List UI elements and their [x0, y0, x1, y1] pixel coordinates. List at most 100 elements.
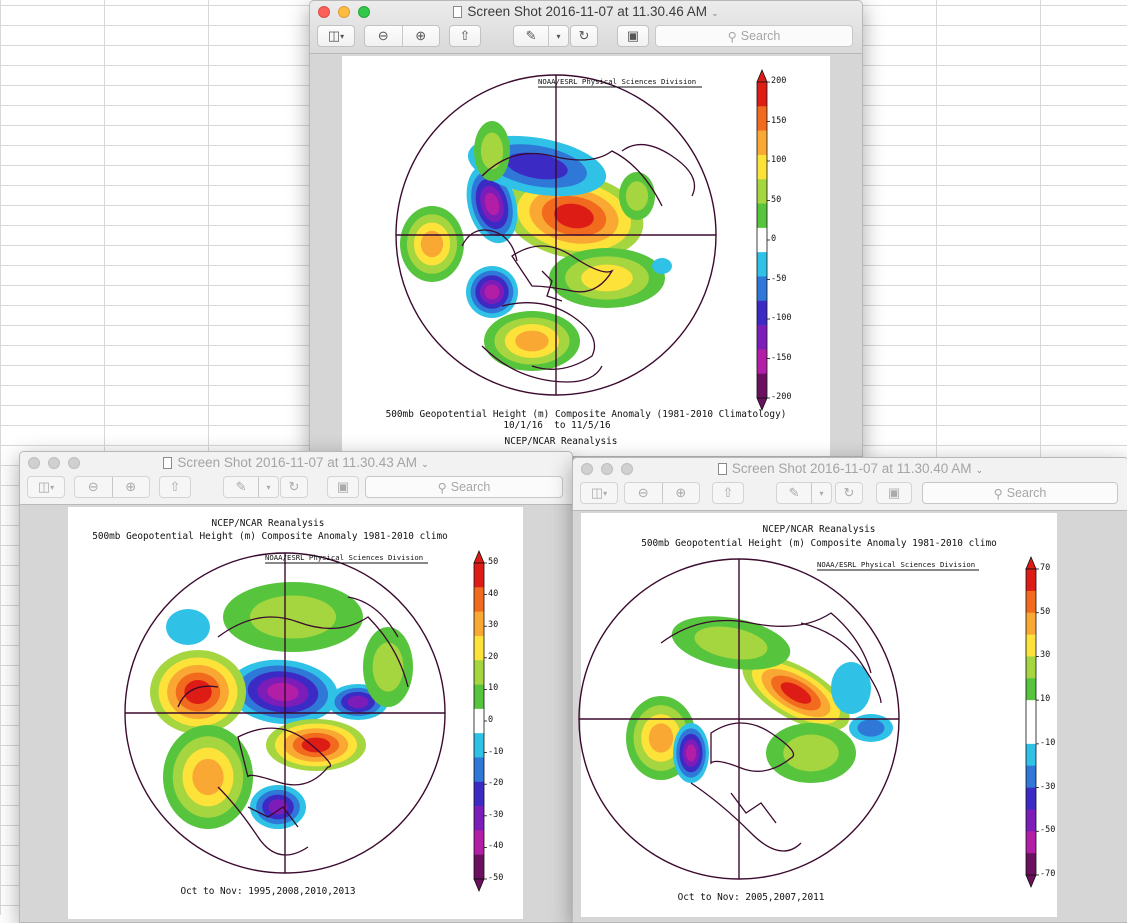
toolbox-button[interactable]: ▣	[327, 476, 359, 498]
search-field[interactable]: ⚲ Search	[365, 476, 563, 498]
colorbar-label: -50	[771, 273, 787, 284]
titlebar[interactable]: Screen Shot 2016-11-07 at 11.30.46 AM ⌄ ◫…	[310, 1, 862, 54]
window-title: Screen Shot 2016-11-07 at 11.30.46 AM ⌄	[310, 4, 862, 19]
chevron-down-icon[interactable]: ⌄	[421, 459, 429, 469]
map-credit: NOAA/ESRL Physical Sciences Division	[817, 560, 976, 569]
colorbar-bottom-arrow	[1025, 874, 1037, 889]
colorbar-label: 0	[771, 234, 777, 244]
colorbar-label: 100	[771, 155, 787, 165]
colorbar-segment	[757, 300, 767, 326]
zoom-button[interactable]	[68, 457, 80, 469]
share-button[interactable]: ⇧	[712, 482, 744, 504]
document-icon	[453, 6, 463, 18]
polar-map-left	[124, 549, 487, 893]
chevron-down-icon: ▾	[266, 482, 271, 492]
pen-icon: ✎	[525, 28, 537, 43]
zoom-in-button[interactable]: ⊕	[401, 26, 440, 46]
colorbar-segment	[1026, 809, 1036, 832]
toolbox-button[interactable]: ▣	[876, 482, 912, 504]
colorbar	[756, 68, 770, 412]
sidebar-icon: ◫	[590, 485, 604, 500]
anomaly-region	[484, 311, 580, 371]
sidebar-toggle-button[interactable]: ◫ ▾	[317, 25, 355, 47]
minimize-button[interactable]	[338, 6, 350, 18]
search-icon: ⚲	[727, 29, 737, 44]
colorbar-segment	[474, 684, 484, 710]
zoom-button[interactable]	[358, 6, 370, 18]
colorbar-segment	[474, 806, 484, 831]
markup-button[interactable]: ✎	[777, 483, 811, 503]
colorbar-segment	[1026, 569, 1036, 592]
map-header-line2: 500mb Geopotential Height (m) Composite …	[92, 531, 448, 542]
share-icon: ⇧	[169, 479, 181, 494]
zoom-in-icon: ⊕	[415, 28, 427, 43]
share-button[interactable]: ⇧	[449, 25, 481, 47]
colorbar-segment	[474, 781, 484, 807]
colorbar-label: 40	[488, 588, 499, 599]
polar-map-right	[578, 555, 1039, 889]
anomaly-region	[671, 616, 791, 670]
search-field[interactable]: ⚲ Search	[922, 482, 1118, 504]
image-page: NCEP/NCAR Reanalysis 500mb Geopotential …	[578, 513, 1057, 917]
rotate-button[interactable]: ↻	[280, 476, 308, 498]
titlebar[interactable]: Screen Shot 2016-11-07 at 11.30.43 AM ⌄ ◫…	[20, 452, 572, 505]
close-button[interactable]	[318, 6, 330, 18]
map-caption-line3: NCEP/NCAR Reanalysis	[504, 436, 618, 447]
colorbar-segment	[1026, 612, 1036, 635]
colorbar-label: -10	[1040, 737, 1056, 748]
polar-map-main	[395, 68, 770, 412]
colorbar-segment	[757, 106, 767, 131]
colorbar-label: -30	[1040, 781, 1056, 792]
anomaly-region	[673, 723, 709, 783]
rotate-button[interactable]: ↻	[570, 25, 598, 47]
anomaly-region	[766, 723, 856, 783]
zoom-in-icon: ⊕	[675, 485, 687, 500]
anomaly-region	[831, 662, 871, 714]
close-button[interactable]	[581, 463, 593, 475]
map-footer: Oct to Nov: 1995,2008,2010,2013	[180, 886, 356, 897]
map-caption-line2: 10/1/16 to 11/5/16	[503, 420, 611, 431]
anomaly-region	[849, 714, 893, 742]
colorbar-segment	[1026, 678, 1036, 701]
search-field[interactable]: ⚲ Search	[655, 25, 853, 47]
window-title-text: Screen Shot 2016-11-07 at 11.30.46 AM	[467, 4, 708, 19]
zoom-in-button[interactable]: ⊕	[661, 483, 700, 503]
sidebar-toggle-button[interactable]: ◫ ▾	[580, 482, 618, 504]
colorbar-segment	[1026, 853, 1036, 876]
zoom-out-button[interactable]: ⊖	[75, 477, 112, 497]
toolbox-button[interactable]: ▣	[617, 25, 649, 47]
share-button[interactable]: ⇧	[159, 476, 191, 498]
anomaly-region	[163, 725, 253, 829]
colorbar-segment	[757, 325, 767, 350]
colorbar-segment	[474, 587, 484, 612]
zoom-in-button[interactable]: ⊕	[111, 477, 150, 497]
sidebar-toggle-button[interactable]: ◫ ▾	[27, 476, 65, 498]
rotate-button[interactable]: ↻	[835, 482, 863, 504]
zoom-controls: ⊖ ⊕	[624, 482, 700, 504]
markup-menu-button[interactable]: ▾	[258, 477, 278, 497]
markup-menu-button[interactable]: ▾	[548, 26, 568, 46]
titlebar[interactable]: Screen Shot 2016-11-07 at 11.30.40 AM ⌄ ◫…	[573, 458, 1127, 511]
markup-button[interactable]: ✎	[514, 26, 548, 46]
minimize-button[interactable]	[48, 457, 60, 469]
close-button[interactable]	[28, 457, 40, 469]
anomaly-region	[223, 582, 363, 652]
chevron-down-icon[interactable]: ⌄	[975, 465, 984, 475]
chevron-down-icon[interactable]: ⌄	[711, 8, 719, 18]
colorbar-segment	[757, 130, 767, 156]
minimize-button[interactable]	[601, 463, 613, 475]
markup-menu-button[interactable]: ▾	[811, 483, 831, 503]
preview-window-right[interactable]: Screen Shot 2016-11-07 at 11.30.40 AM ⌄ ◫…	[572, 457, 1127, 923]
map-header-line2: 500mb Geopotential Height (m) Composite …	[641, 538, 997, 549]
coastlines	[461, 144, 696, 383]
rotate-icon: ↻	[843, 485, 855, 500]
markup-controls: ✎ ▾	[776, 482, 832, 504]
zoom-out-button[interactable]: ⊖	[625, 483, 662, 503]
zoom-out-button[interactable]: ⊖	[365, 26, 402, 46]
document-area: NOAA/ESRL Physical Sciences Division 500…	[310, 54, 862, 456]
markup-button[interactable]: ✎	[224, 477, 258, 497]
map-header-line1: NCEP/NCAR Reanalysis	[211, 518, 325, 529]
preview-window-left[interactable]: Screen Shot 2016-11-07 at 11.30.43 AM ⌄ ◫…	[19, 451, 573, 923]
preview-window-main[interactable]: Screen Shot 2016-11-07 at 11.30.46 AM ⌄ ◫…	[309, 0, 863, 457]
zoom-button[interactable]	[621, 463, 633, 475]
